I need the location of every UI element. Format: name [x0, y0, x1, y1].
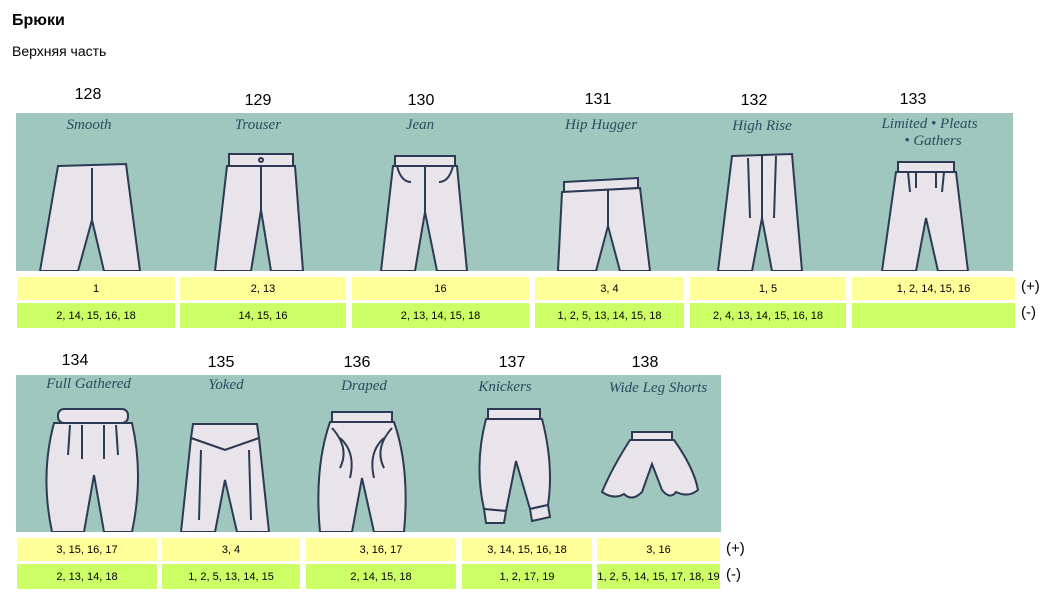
plus-cell-137: 3, 14, 15, 16, 18: [462, 538, 592, 561]
sketch-label-jean: Jean: [405, 117, 435, 133]
sketch-strip-row-1: [16, 113, 1013, 271]
pants-full-gathered-sketch: [45, 408, 139, 532]
style-number-137: 137: [498, 354, 526, 371]
plus-legend-row-2: (+): [726, 540, 745, 557]
minus-cell-130: 2, 13, 14, 15, 18: [352, 303, 529, 328]
plus-cell-130: 16: [352, 277, 529, 300]
sketch-label-draped: Draped: [341, 378, 387, 394]
plus-cell-133: 1, 2, 14, 15, 16: [852, 277, 1015, 300]
pants-knickers-sketch: [478, 408, 552, 524]
sketch-label-smooth: Smooth: [66, 117, 112, 133]
minus-cell-134: 2, 13, 14, 18: [17, 564, 157, 589]
plus-cell-132: 1, 5: [690, 277, 846, 300]
minus-cell-136: 2, 14, 15, 18: [306, 564, 456, 589]
sketch-label-yoked: Yoked: [208, 377, 244, 393]
style-number-134: 134: [61, 352, 89, 369]
plus-cell-136: 3, 16, 17: [306, 538, 456, 561]
minus-cell-132: 2, 4, 13, 14, 15, 16, 18: [690, 303, 846, 328]
pants-draped-sketch: [317, 411, 407, 532]
style-number-130: 130: [407, 92, 435, 109]
sketch-label-limited-pleats: Limited • Pleats: [881, 116, 978, 132]
pants-hip-hugger-sketch: [556, 176, 652, 271]
plus-legend-row-1: (+): [1021, 278, 1040, 295]
minus-cell-131: 1, 2, 5, 13, 14, 15, 18: [535, 303, 684, 328]
sketch-label-high-rise: High Rise: [732, 118, 792, 134]
minus-cell-135: 1, 2, 5, 13, 14, 15: [162, 564, 300, 589]
plus-cell-131: 3, 4: [535, 277, 684, 300]
pants-yoked-sketch: [179, 423, 271, 532]
minus-cell-137: 1, 2, 17, 19: [462, 564, 592, 589]
minus-legend-row-2: (-): [726, 566, 741, 583]
pants-jean-sketch: [379, 155, 469, 271]
plus-cell-138: 3, 16: [597, 538, 720, 561]
style-number-129: 129: [244, 92, 272, 109]
minus-legend-row-1: (-): [1021, 304, 1036, 321]
sketch-label-full-gathered: Full Gathered: [46, 376, 131, 392]
pants-trouser-sketch: [213, 153, 305, 271]
style-number-131: 131: [584, 91, 612, 108]
sketch-label-wide-leg-shorts: Wide Leg Shorts: [608, 380, 708, 396]
pants-wide-leg-shorts-sketch: [600, 431, 700, 499]
minus-cell-129: 14, 15, 16: [180, 303, 346, 328]
plus-cell-135: 3, 4: [162, 538, 300, 561]
style-number-132: 132: [740, 92, 768, 109]
style-number-138: 138: [631, 354, 659, 371]
sketch-label-knickers: Knickers: [478, 379, 532, 395]
minus-cell-128: 2, 14, 15, 16, 18: [17, 303, 175, 328]
sketch-label-gathers: • Gathers: [904, 133, 962, 149]
plus-cell-134: 3, 15, 16, 17: [17, 538, 157, 561]
sketch-label-hip-hugger: Hip Hugger: [564, 117, 638, 133]
plus-cell-129: 2, 13: [180, 277, 346, 300]
style-number-136: 136: [343, 354, 371, 371]
page-title: Брюки: [12, 12, 65, 29]
pants-smooth-sketch: [38, 162, 142, 271]
sketch-label-trouser: Trouser: [234, 117, 282, 133]
pants-limited-pleats-sketch: [880, 161, 970, 271]
style-number-128: 128: [74, 86, 102, 103]
minus-cell-138: 1, 2, 5, 14, 15, 17, 18, 19: [597, 564, 720, 589]
page-subtitle: Верхняя часть: [12, 43, 107, 59]
style-number-135: 135: [207, 354, 235, 371]
plus-cell-128: 1: [17, 277, 175, 300]
pants-high-rise-sketch: [716, 152, 804, 271]
style-number-133: 133: [899, 91, 927, 108]
minus-cell-133: [852, 303, 1015, 328]
